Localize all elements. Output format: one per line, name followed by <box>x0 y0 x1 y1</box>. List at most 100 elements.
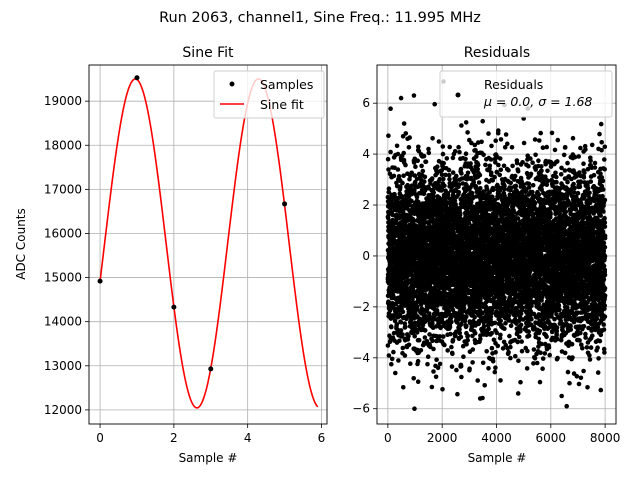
residuals-data <box>385 79 608 412</box>
residual-point <box>409 198 414 204</box>
residual-point <box>465 130 470 135</box>
residuals-ytick-label: 2 <box>362 198 370 212</box>
residual-point <box>420 168 426 174</box>
residual-point <box>488 157 494 162</box>
residual-point <box>392 194 398 200</box>
residual-point <box>512 173 518 179</box>
residual-point <box>440 387 445 392</box>
residual-point <box>498 332 503 338</box>
residual-point <box>457 326 462 332</box>
residual-point <box>398 319 404 325</box>
residual-point <box>433 374 439 380</box>
residual-point <box>513 353 518 359</box>
residual-point <box>449 344 454 350</box>
sine-fit-title: Sine Fit <box>182 45 234 61</box>
residual-point <box>403 162 408 168</box>
residual-point <box>413 310 418 316</box>
residual-point <box>472 314 477 320</box>
residual-point <box>447 144 453 150</box>
residual-point <box>481 324 487 329</box>
residual-point <box>427 311 432 316</box>
residual-point <box>457 330 463 336</box>
residual-point <box>396 358 401 363</box>
residuals-xtick-label: 8000 <box>590 431 621 445</box>
residual-point <box>415 158 421 163</box>
residual-point <box>429 176 435 181</box>
residual-point <box>487 163 493 169</box>
residual-point <box>476 180 482 185</box>
residual-point <box>388 149 393 155</box>
residual-point <box>442 183 447 188</box>
residual-point <box>427 332 432 337</box>
residual-point <box>440 151 446 157</box>
residual-point <box>430 338 435 344</box>
legend-samples-label: Samples <box>260 77 313 92</box>
legend-sine-fit-label: Sine fit <box>260 97 304 112</box>
residual-point <box>445 348 451 353</box>
residual-point <box>508 355 513 361</box>
residual-point <box>406 333 411 339</box>
residual-point <box>446 172 452 178</box>
residual-point <box>454 173 459 179</box>
residual-point <box>459 123 464 128</box>
residual-point <box>465 170 471 176</box>
residual-point <box>431 190 437 195</box>
residual-point <box>423 159 429 165</box>
residual-point <box>391 173 397 179</box>
residual-point <box>507 333 512 339</box>
residual-point <box>414 194 420 200</box>
residual-point <box>492 369 498 375</box>
residual-point <box>394 322 400 327</box>
residual-point <box>506 167 511 173</box>
residual-point <box>415 358 421 364</box>
residual-point <box>448 331 453 337</box>
residual-point <box>441 176 446 182</box>
residual-point <box>422 174 428 180</box>
residual-point <box>400 345 406 351</box>
residual-point <box>388 106 393 111</box>
residual-point <box>399 194 405 199</box>
residual-point <box>428 181 433 186</box>
residual-point <box>458 363 464 369</box>
residual-point <box>489 345 495 351</box>
residual-point <box>498 378 503 383</box>
residual-point <box>458 334 464 340</box>
residual-point <box>409 170 415 176</box>
residual-point <box>502 326 507 332</box>
residual-point <box>503 132 509 137</box>
residual-point <box>396 174 402 179</box>
residual-point <box>496 128 501 133</box>
residual-point <box>493 365 498 371</box>
residual-point <box>425 354 431 360</box>
residual-point <box>431 369 436 374</box>
residual-point <box>442 342 447 348</box>
sine-fit-ytick-label: 18000 <box>44 138 82 152</box>
residual-point <box>508 323 514 329</box>
residual-point <box>450 337 456 343</box>
sine-fit-ytick-label: 19000 <box>44 94 82 108</box>
sample-point <box>97 278 103 284</box>
residual-point <box>411 376 417 381</box>
residual-point <box>423 225 428 230</box>
residual-point <box>429 384 435 390</box>
residual-point <box>508 180 513 186</box>
residual-point <box>411 218 416 224</box>
residual-point <box>497 172 503 178</box>
residual-point <box>415 379 421 385</box>
residuals-ytick-label: −4 <box>352 351 370 365</box>
residual-point <box>509 145 515 150</box>
residual-point <box>465 333 471 339</box>
residual-point <box>477 172 483 178</box>
sine-fit-panel: Sine Fit 0 2 4 6120001300014000150001600017… <box>14 45 328 465</box>
residual-point <box>422 335 428 340</box>
sine-fit-xtick-label: 0 <box>96 431 104 445</box>
residual-point <box>400 180 405 186</box>
residuals-ytick-label: −6 <box>352 402 370 416</box>
residual-point <box>414 330 420 335</box>
residual-point <box>490 187 496 193</box>
residual-point <box>454 367 459 373</box>
residual-point <box>430 321 435 326</box>
residual-point <box>392 318 398 324</box>
